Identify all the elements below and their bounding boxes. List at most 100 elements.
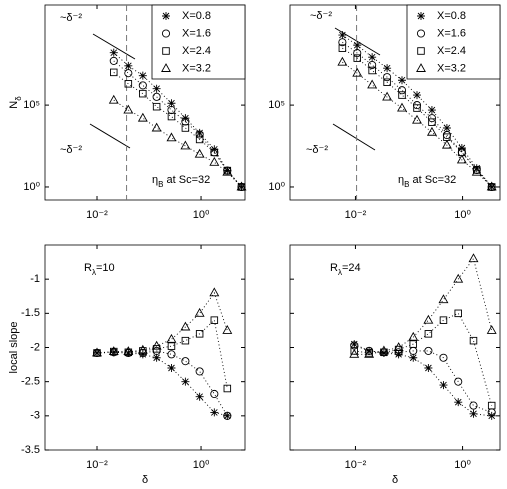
marker-triangle [194,307,205,317]
marker-triangle [123,104,134,114]
marker-square [398,91,406,99]
marker-asterisk [138,71,147,80]
marker-circle [181,357,190,366]
marker-asterisk [124,348,133,357]
marker-circle [223,411,232,420]
marker-asterisk [124,61,133,70]
marker-triangle [378,345,389,355]
marker-square [181,336,190,345]
annotation: ~δ⁻² [60,12,82,24]
marker-asterisk [167,99,176,108]
marker-asterisk [417,12,425,20]
marker-square [167,112,176,121]
marker-triangle [393,342,404,351]
marker-triangle [426,126,437,136]
marker-square [210,148,219,157]
legend-label: X=2.4 [182,45,211,57]
marker-square [417,47,425,55]
y-tick-label: -2 [30,341,40,353]
marker-square [139,89,147,98]
annotation: ~δ⁻² [306,144,328,156]
legend-label: X=0.8 [182,10,211,22]
marker-square [167,342,176,350]
marker-triangle [486,324,497,334]
marker-square [195,135,204,144]
marker-asterisk [469,409,478,418]
marker-square [368,66,376,75]
series-line [113,99,242,188]
marker-triangle [349,348,360,358]
marker-triangle [108,94,119,104]
reference-line [332,123,376,151]
x-tick-label: 10⁰ [193,459,210,471]
marker-circle [195,130,204,139]
annotation-part: at Sc=32 [163,174,210,186]
marker-triangle [352,67,363,77]
marker-asterisk [210,408,219,417]
reference-line [89,123,131,149]
marker-triangle [123,346,134,356]
marker-triangle [438,294,449,304]
marker-asterisk [383,64,392,73]
y-tick-label: 10⁰ [23,181,40,193]
marker-asterisk [368,53,377,62]
marker-triangle [108,346,119,356]
annotation: ~δ⁻² [60,144,82,156]
marker-circle [424,346,433,355]
annotation-part: R [84,262,92,274]
marker-asterisk [237,182,246,191]
marker-circle [368,60,377,70]
y-tick-label: -2.5 [21,376,40,388]
marker-square [353,54,361,62]
marker-square [195,330,204,338]
marker-asterisk [442,123,451,132]
marker-square [110,68,118,77]
marker-triangle [209,287,220,297]
marker-asterisk [109,48,118,57]
marker-triangle [137,344,148,354]
annotation-part: λ [92,268,96,277]
series-line [342,61,493,188]
marker-asterisk [397,76,406,85]
annotation: ηB at Sc=32 [152,174,210,189]
annotation-part: η [152,174,158,186]
marker-asterisk [487,182,496,191]
marker-asterisk [365,346,374,355]
marker-asterisk [223,411,232,420]
marker-asterisk [379,348,388,357]
legend-label: X=0.8 [437,10,466,22]
series-line [113,60,242,188]
y-tick-label: 10⁰ [268,181,285,193]
y-axis-label-part: N [8,101,20,109]
reference-line [92,33,136,60]
legend-label: X=1.6 [182,27,211,39]
x-axis-label: δ [142,474,148,486]
annotation: ηB at Sc=32 [398,174,456,189]
x-tick-label: 10⁻² [86,209,108,221]
y-axis-label: local slope [8,322,20,374]
marker-square [181,124,190,132]
series-line [354,343,492,417]
marker-asterisk [424,364,433,372]
marker-triangle [222,166,233,176]
marker-square [413,104,421,112]
x-tick-label: 10⁰ [454,209,471,221]
marker-triangle [337,56,348,66]
x-tick-label: 10⁻² [86,459,108,471]
marker-circle [338,38,347,47]
marker-square [439,316,448,324]
marker-triangle [209,156,220,166]
marker-circle [152,92,161,101]
marker-square [409,340,417,348]
marker-asterisk [195,392,204,401]
marker-circle [210,389,219,399]
marker-square [210,316,219,324]
legend-label: X=1.6 [437,27,466,39]
series-line [96,350,228,417]
marker-triangle [453,273,464,283]
x-tick-label: 10⁰ [193,209,210,221]
annotation-part: =10 [96,262,115,274]
plot-frame [44,4,246,201]
